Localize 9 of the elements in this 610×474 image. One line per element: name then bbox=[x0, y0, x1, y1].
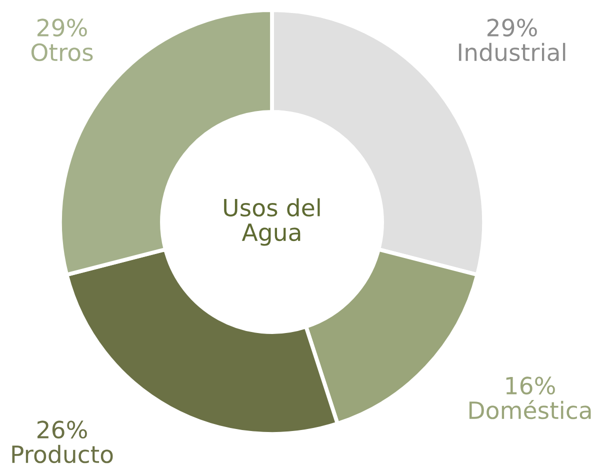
data-label: 29% bbox=[37, 18, 87, 37]
slice-label: Industrial bbox=[458, 42, 566, 62]
data-label: 16% bbox=[506, 376, 555, 395]
data-label: 29% bbox=[487, 18, 537, 37]
slice-label: Otros bbox=[31, 43, 93, 62]
slice-label: Doméstica bbox=[469, 400, 591, 420]
text: Usos del Agua bbox=[224, 198, 320, 246]
slice-label: Producto bbox=[12, 444, 113, 464]
data-label: 26% bbox=[37, 420, 87, 439]
